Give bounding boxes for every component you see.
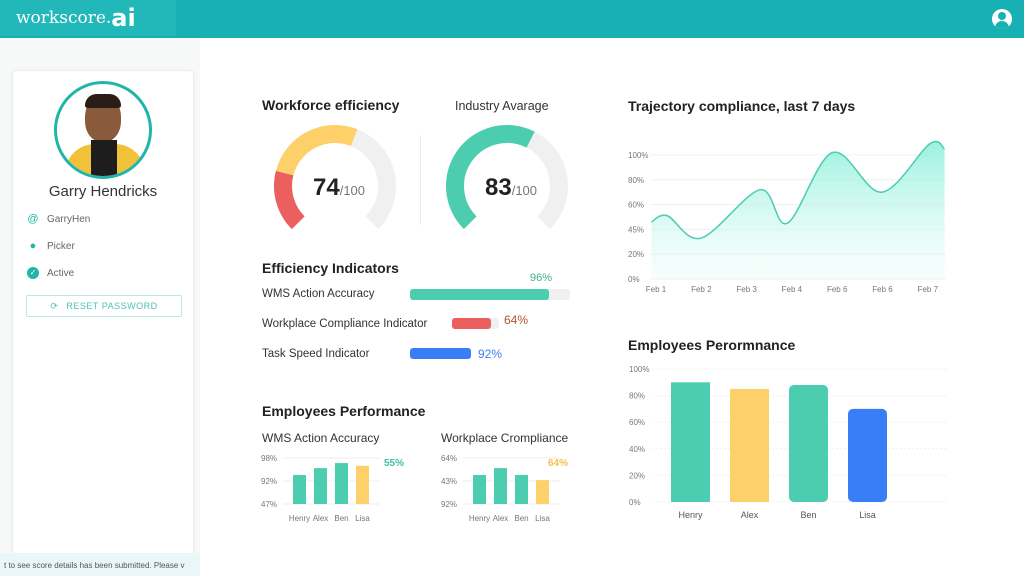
- performance-bars-card: [605, 325, 960, 530]
- role: Picker: [47, 240, 75, 252]
- y-tick-label: 45%: [628, 225, 644, 234]
- indicator-label: Workplace Compliance Indicator: [262, 318, 428, 330]
- x-tick-label: Ben: [334, 514, 348, 523]
- y-tick-label: 92%: [261, 477, 277, 486]
- indicators-title: Efficiency Indicators: [262, 260, 399, 276]
- profile-name: Garry Hendricks: [48, 183, 158, 200]
- reset-password-label: RESET PASSWORD: [66, 301, 158, 311]
- y-tick-label: 0%: [629, 498, 641, 507]
- mini-bar-henry: [473, 475, 486, 504]
- y-tick-label: 64%: [441, 454, 457, 463]
- notification-toast: t to see score details has been submitte…: [0, 553, 200, 576]
- x-tick-label: Feb 2: [691, 285, 712, 294]
- gauge-segment: [446, 125, 535, 230]
- reset-icon: ⟳: [50, 300, 59, 311]
- x-tick-label: Ben: [514, 514, 528, 523]
- divider: [420, 135, 421, 225]
- bar-henry: [671, 382, 710, 502]
- user-role-icon: ●: [29, 240, 37, 252]
- x-tick-label: Henry: [678, 510, 703, 520]
- mini-bar-ben: [515, 475, 528, 504]
- x-tick-label: Feb 3: [736, 285, 757, 294]
- reset-password-button[interactable]: ⟳ RESET PASSWORD: [26, 295, 182, 317]
- x-tick-label: Alex: [313, 514, 329, 523]
- y-tick-label: 98%: [261, 454, 277, 463]
- y-tick-label: 47%: [261, 500, 277, 509]
- mini-bar-ben: [335, 463, 348, 504]
- performance-bars-title: Employees Perormnance: [628, 337, 796, 353]
- x-tick-label: Ben: [800, 510, 816, 520]
- x-tick-label: Feb 6: [827, 285, 848, 294]
- mini-bar-alex: [494, 468, 507, 504]
- employees-performance-title: Employees Performance: [262, 403, 426, 419]
- indicator-bar-compliance: [452, 318, 491, 329]
- y-tick-label: 0%: [628, 275, 640, 284]
- bar-alex: [730, 388, 769, 502]
- y-tick-label: 80%: [629, 392, 645, 401]
- role-row: ● Picker: [27, 240, 75, 252]
- x-tick-label: Alex: [493, 514, 509, 523]
- indicator-bar-wms: [410, 289, 549, 300]
- gauge-value: 74/100: [313, 174, 365, 201]
- gauge-title-workforce: Workforce efficiency: [262, 97, 400, 113]
- mini-bar-lisa: [536, 480, 549, 504]
- mini-chart-title: WMS Action Accuracy: [262, 431, 380, 445]
- y-tick-label: 60%: [629, 418, 645, 427]
- indicator-bar-speed: [410, 348, 471, 359]
- bar-lisa: [848, 408, 887, 502]
- y-tick-label: 80%: [628, 176, 644, 185]
- x-tick-label: Feb 1: [646, 285, 667, 294]
- indicator-label: WMS Action Accuracy: [262, 288, 375, 300]
- x-tick-label: Feb 4: [782, 285, 803, 294]
- bar-ben: [789, 384, 828, 502]
- x-tick-label: Alex: [741, 510, 759, 520]
- mini-chart-title: Workplace Crompliance: [441, 431, 569, 445]
- mini-bar-alex: [314, 468, 327, 504]
- logo-text: workscore.: [16, 8, 112, 28]
- x-tick-label: Lisa: [355, 514, 370, 523]
- indicator-label: Task Speed Indicator: [262, 348, 370, 360]
- mini-bar-lisa: [356, 465, 369, 504]
- y-tick-label: 40%: [629, 445, 645, 454]
- mini-chart-highlight: 64%: [548, 458, 569, 469]
- logo[interactable]: workscore. ai: [0, 0, 176, 36]
- user-account-icon[interactable]: [992, 9, 1012, 29]
- x-tick-label: Lisa: [535, 514, 550, 523]
- y-tick-label: 20%: [629, 471, 645, 480]
- username-row: @ GarryHen: [27, 213, 90, 225]
- username: GarryHen: [47, 213, 91, 225]
- top-bar: workscore. ai: [0, 0, 1024, 38]
- indicator-pct: 64%: [504, 313, 529, 327]
- y-tick-label: 92%: [441, 500, 457, 509]
- x-tick-label: Feb 6: [872, 285, 893, 294]
- y-tick-label: 43%: [441, 477, 457, 486]
- avatar: [54, 81, 152, 179]
- status-row: ✓ Active: [27, 267, 74, 279]
- mini-chart-highlight: 55%: [384, 458, 405, 469]
- logo-ai: ai: [111, 4, 136, 32]
- y-tick-label: 100%: [629, 365, 649, 374]
- gauge-value: 83/100: [485, 174, 537, 201]
- y-tick-label: 100%: [628, 151, 648, 160]
- indicator-pct: 96%: [530, 272, 553, 284]
- indicator-pct: 92%: [478, 347, 503, 361]
- status: Active: [47, 267, 75, 279]
- gauge-segment: [275, 125, 358, 176]
- employees-performance-card: [240, 390, 590, 530]
- verified-check-icon: ✓: [27, 267, 39, 279]
- x-tick-label: Feb 7: [918, 285, 939, 294]
- x-tick-label: Henry: [469, 514, 490, 523]
- x-tick-label: Lisa: [859, 510, 876, 520]
- gauge-segment: [274, 170, 305, 230]
- gauge-title-industry: Industry Avarage: [455, 99, 549, 113]
- x-tick-label: Henry: [289, 514, 310, 523]
- y-tick-label: 20%: [628, 250, 644, 259]
- at-icon: @: [27, 213, 39, 225]
- trajectory-title: Trajectory compliance, last 7 days: [628, 98, 856, 114]
- mini-bar-henry: [293, 475, 306, 504]
- y-tick-label: 60%: [628, 201, 644, 210]
